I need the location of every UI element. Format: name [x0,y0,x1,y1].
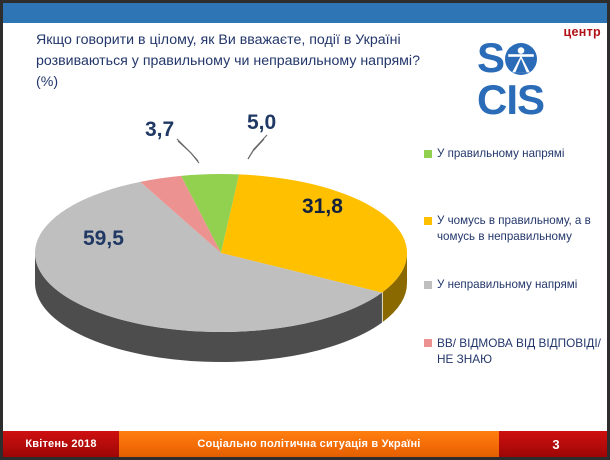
header-accent-bar [3,3,607,23]
legend-swatch-salmon [424,339,432,347]
data-label-mixed: 31,8 [302,195,343,218]
legend-item-right-direction[interactable]: У правильному напрямі [424,146,564,162]
legend-swatch-gray [424,281,432,289]
leader-line-salmon [176,138,200,164]
legend-swatch-amber [424,217,432,225]
pie-slice-green [181,174,240,253]
leader-line-green [247,134,268,160]
page-title: Якщо говорити в цілому, як Ви вважаєте, … [36,32,420,90]
legend-item-wrong-direction[interactable]: У неправильному напрямі [424,277,577,293]
pie-slice-salmon [140,175,221,253]
legend-item-mixed[interactable]: У чомусь в правильному, а в чомусь в неп… [424,213,604,244]
socis-logo: центр S CIS [477,25,605,121]
legend-label-mixed: У чомусь в правильному, а в чомусь в неп… [437,214,591,243]
pie-chart-svg [34,134,408,362]
legend-label-no-answer: ВВ/ ВІДМОВА ВІД ВІДПОВІДІ/ НЕ ЗНАЮ [437,336,601,366]
logo-letters-cis: CIS [477,76,545,123]
data-label-wrong: 59,5 [83,227,124,250]
pie-side-gray [35,253,382,362]
data-label-vv: 3,7 [145,118,175,141]
footer-date: Квітень 2018 [3,431,119,457]
logo-letter-s: S [477,34,505,81]
pie-slice-gray [34,181,382,333]
legend-swatch-green [424,150,432,158]
logo-superscript: центр [563,25,601,39]
pie-chart: 3,7 5,0 31,8 59,5 [21,103,421,373]
pie-leader-lines [176,134,268,164]
legend-label-wrong-direction: У неправильному напрямі [437,278,578,291]
pie-side-amber [382,253,407,323]
footer-page-number: 3 [499,431,607,457]
pie-slice-amber [221,174,408,293]
slide-footer: Квітень 2018 Соціально політична ситуаці… [3,431,607,457]
logo-wordmark: S CIS [477,37,605,121]
footer-caption: Соціально політична ситуація в Україні [119,431,499,457]
legend-item-no-answer[interactable]: ВВ/ ВІДМОВА ВІД ВІДПОВІДІ/ НЕ ЗНАЮ [424,335,604,367]
pie-sides [35,253,407,362]
socis-person-circle-icon [504,41,538,75]
pie-tops [34,174,408,333]
legend-label-right-direction: У правильному напрямі [437,147,565,160]
data-label-right: 5,0 [247,111,277,134]
